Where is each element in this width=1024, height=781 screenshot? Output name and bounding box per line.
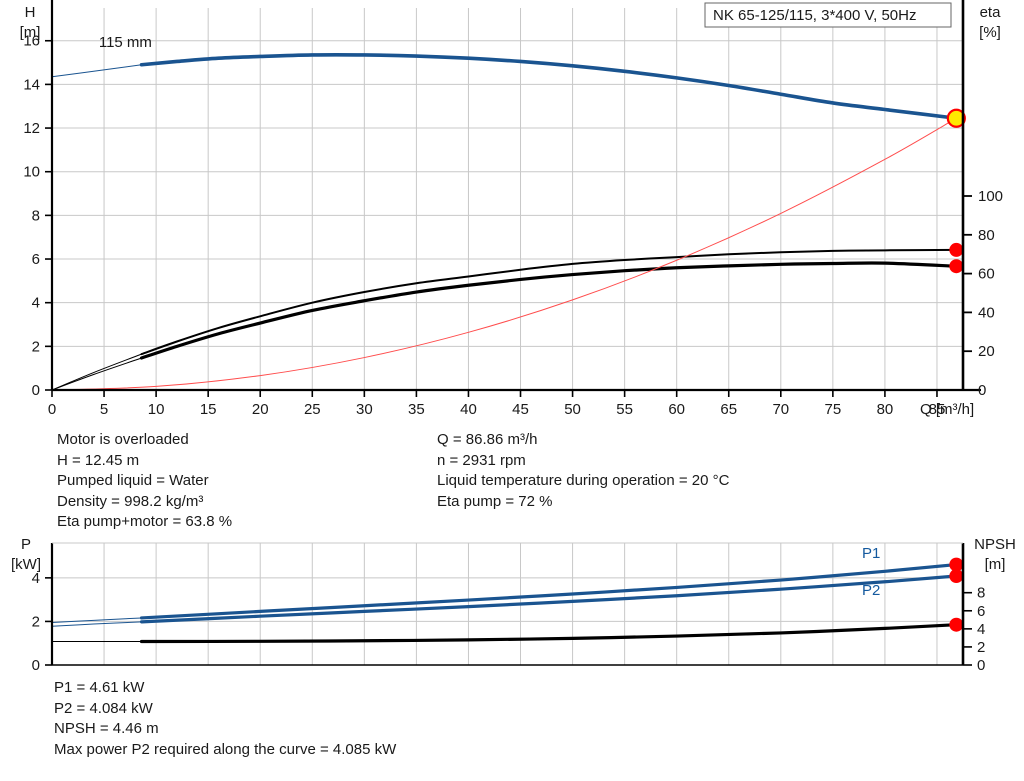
power-info-line-0: P1 = 4.61 kW bbox=[54, 679, 145, 696]
operating-info-right: Q = 86.86 m³/h n = 2931 rpm Liquid tempera… bbox=[437, 430, 729, 512]
p-axis-title: P bbox=[21, 536, 31, 553]
operating-info-right-line-2: Liquid temperature during operation = 20… bbox=[437, 472, 730, 489]
x-tick-label: 20 bbox=[252, 401, 269, 418]
y-tick-label-right: 40 bbox=[978, 304, 995, 321]
x-tick-label: 85 bbox=[929, 401, 946, 418]
x-tick-label: 60 bbox=[668, 401, 685, 418]
power-info-block: P1 = 4.61 kW P2 = 4.084 kW NPSH = 4.46 m Ma… bbox=[54, 678, 396, 760]
x-tick-label: 5 bbox=[100, 401, 108, 418]
x-tick-label: 30 bbox=[356, 401, 373, 418]
y-axis-title-left: H bbox=[25, 4, 36, 21]
x-tick-label: 0 bbox=[48, 401, 56, 418]
x-axis-title: Q [m³/h] bbox=[920, 401, 974, 418]
npsh-tick-label: 2 bbox=[977, 639, 985, 656]
y-axis-unit-right: [%] bbox=[979, 24, 1001, 41]
y-tick-label-right: 60 bbox=[978, 266, 995, 283]
operating-info-left-line-2: Pumped liquid = Water bbox=[57, 472, 209, 489]
p1-series-label: P1 bbox=[862, 545, 880, 562]
operating-info-left-line-4: Eta pump+motor = 63.8 % bbox=[57, 513, 233, 530]
power-info-line-1: P2 = 4.084 kW bbox=[54, 699, 153, 717]
operating-info-left-line-0: Motor is overloaded bbox=[57, 431, 189, 448]
x-tick-label: 25 bbox=[304, 401, 321, 418]
y-axis-unit-left: [m] bbox=[20, 24, 41, 41]
x-tick-label: 40 bbox=[460, 401, 477, 418]
x-tick-label: 10 bbox=[148, 401, 165, 418]
p1-point-marker[interactable] bbox=[949, 557, 964, 572]
power-info-line-3: Max power P2 required along the curve = … bbox=[54, 740, 397, 758]
y-tick-label-right: 80 bbox=[978, 227, 995, 244]
operating-info-right-line-0: Q = 86.86 m³/h bbox=[437, 431, 538, 448]
operating-info-right-line-1: n = 2931 rpm bbox=[437, 451, 526, 469]
p-tick-label: 4 bbox=[32, 570, 40, 587]
main-performance-chart: NK 65-125/115, 3*400 V, 50Hz 115 mm 0 2 4 6 8 1… bbox=[20, 0, 1003, 418]
y-tick-label-left: 12 bbox=[23, 120, 40, 137]
p2-point-marker[interactable] bbox=[949, 569, 964, 584]
y-tick-label-left: 6 bbox=[32, 251, 40, 268]
x-tick-label: 75 bbox=[825, 401, 842, 418]
p-tick-label: 2 bbox=[32, 613, 40, 630]
y-tick-label-left: 2 bbox=[32, 338, 40, 355]
npsh-axis-unit: [m] bbox=[985, 556, 1006, 573]
npsh-tick-label: 6 bbox=[977, 603, 985, 620]
x-tick-label: 65 bbox=[720, 401, 737, 418]
x-tick-label: 80 bbox=[877, 401, 894, 418]
operating-info-left-line-1: H = 12.45 m bbox=[57, 451, 140, 469]
operating-info-right-line-3: Eta pump = 72 % bbox=[437, 492, 553, 510]
curve-eta-pump-motor bbox=[51, 261, 958, 391]
p-tick-label: 0 bbox=[32, 657, 40, 674]
curve-p1 bbox=[51, 562, 958, 624]
power-info-line-2: NPSH = 4.46 m bbox=[54, 720, 159, 737]
x-tick-label: 35 bbox=[408, 401, 425, 418]
impeller-size-label: 115 mm bbox=[99, 34, 152, 51]
p-axis-unit: [kW] bbox=[11, 556, 41, 573]
npsh-tick-label: 4 bbox=[977, 621, 985, 638]
curve-system-curve bbox=[51, 117, 957, 391]
x-tick-label: 50 bbox=[564, 401, 581, 418]
y-tick-label-left: 8 bbox=[32, 207, 40, 224]
p2-series-label: P2 bbox=[862, 582, 880, 599]
npsh-axis-title: NPSH bbox=[974, 536, 1016, 553]
y-tick-label-left: 14 bbox=[23, 76, 40, 93]
x-tick-label: 45 bbox=[512, 401, 529, 418]
y-tick-label-left: 4 bbox=[32, 295, 40, 312]
x-tick-label: 15 bbox=[200, 401, 217, 418]
eta-pump-motor-point-marker[interactable] bbox=[949, 259, 964, 274]
npsh-tick-label: 8 bbox=[977, 585, 985, 602]
operating-info-left-line-3: Density = 998.2 kg/m³ bbox=[57, 492, 204, 510]
y-tick-label-left: 16 bbox=[23, 33, 40, 50]
curve-head-115-mm- bbox=[51, 52, 959, 121]
chart-title-box: NK 65-125/115, 3*400 V, 50Hz bbox=[704, 2, 952, 28]
y-tick-label-right: 20 bbox=[978, 343, 995, 360]
x-tick-label: 70 bbox=[772, 401, 789, 418]
y-tick-label-right: 100 bbox=[978, 188, 1003, 205]
x-tick-label: 55 bbox=[616, 401, 633, 418]
operating-info-left: Motor is overloaded H = 12.45 m Pumped liq… bbox=[57, 430, 232, 533]
eta-pump-point-marker[interactable] bbox=[949, 242, 964, 257]
y-tick-label-left: 10 bbox=[23, 164, 40, 181]
duty-point-marker[interactable] bbox=[946, 108, 966, 128]
npsh-point-marker[interactable] bbox=[949, 617, 964, 632]
npsh-tick-label: 0 bbox=[977, 657, 985, 674]
curve-eta-pump bbox=[51, 248, 958, 391]
svg-text:NK 65-125/115, 3*400 V, 50Hz: NK 65-125/115, 3*400 V, 50Hz bbox=[713, 7, 916, 24]
curve-p2 bbox=[51, 574, 958, 627]
y-tick-label-right: 0 bbox=[978, 382, 986, 399]
curve-npsh bbox=[52, 623, 958, 644]
y-tick-label-left: 0 bbox=[32, 382, 40, 399]
y-axis-title-right: eta bbox=[980, 4, 1002, 21]
